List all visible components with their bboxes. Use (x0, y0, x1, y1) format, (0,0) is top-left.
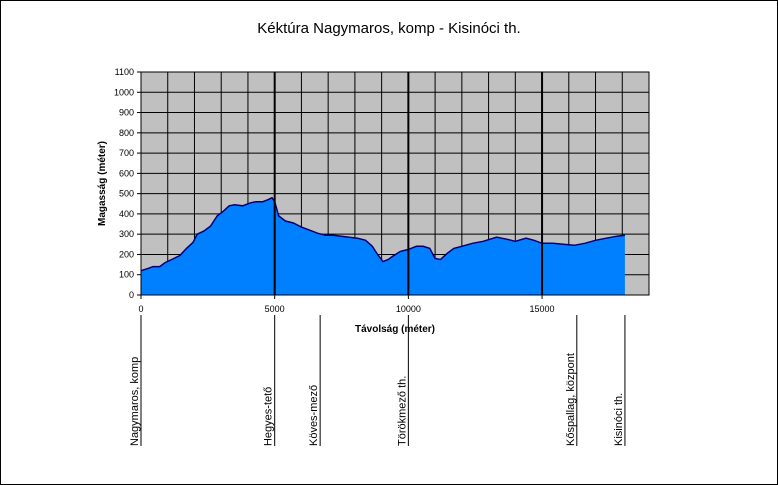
y-tick-label: 700 (119, 148, 134, 158)
plot-border (140, 71, 650, 296)
x-tick-label: 5000 (265, 304, 285, 314)
x-axis-title: Távolság (méter) (355, 324, 435, 335)
x-tick-label: 10000 (396, 304, 421, 314)
elevation-line (140, 196, 625, 272)
marker-label: Kőspallag, központ (565, 353, 577, 446)
elevation-area (141, 197, 625, 295)
y-tick-label: 1000 (114, 87, 134, 97)
y-tick-label: 300 (119, 229, 134, 239)
y-tick-label: 1100 (115, 67, 134, 77)
y-tick-label: 600 (119, 168, 134, 178)
y-tick-label: 0 (129, 290, 134, 300)
marker-label: Nagymaros, komp (129, 357, 141, 446)
marker-label: Köves-mező (308, 385, 320, 446)
y-axis-title: Magasság (méter) (97, 141, 108, 226)
x-tick-label: 0 (138, 304, 143, 314)
y-tick-label: 400 (119, 209, 134, 219)
marker-label: Kisinóci th. (613, 393, 625, 446)
y-tick-label: 100 (119, 270, 134, 280)
y-tick-labels: 0 100 200 300 400 500 600 700 800 900 1000 1100 (114, 67, 134, 300)
x-tick-label: 15000 (530, 304, 555, 314)
y-tick-label: 500 (119, 189, 134, 199)
marker-label: Hegyes-tető (263, 387, 275, 446)
elevation-series (140, 196, 625, 295)
marker-label: Törökmező th. (396, 376, 408, 446)
distance-marker-lines (273, 72, 544, 295)
x-tick-labels: 0 5000 10000 15000 (138, 304, 554, 314)
place-markers: Nagymaros, komp Hegyes-tető Köves-mező Törö… (129, 315, 626, 446)
y-tick-label: 200 (119, 249, 134, 259)
y-tick-label: 800 (119, 128, 134, 138)
y-tick-label: 900 (119, 108, 134, 118)
axes (137, 71, 650, 299)
chart-title: Kéktúra Nagymaros, komp - Kisinóci th. (257, 20, 521, 37)
